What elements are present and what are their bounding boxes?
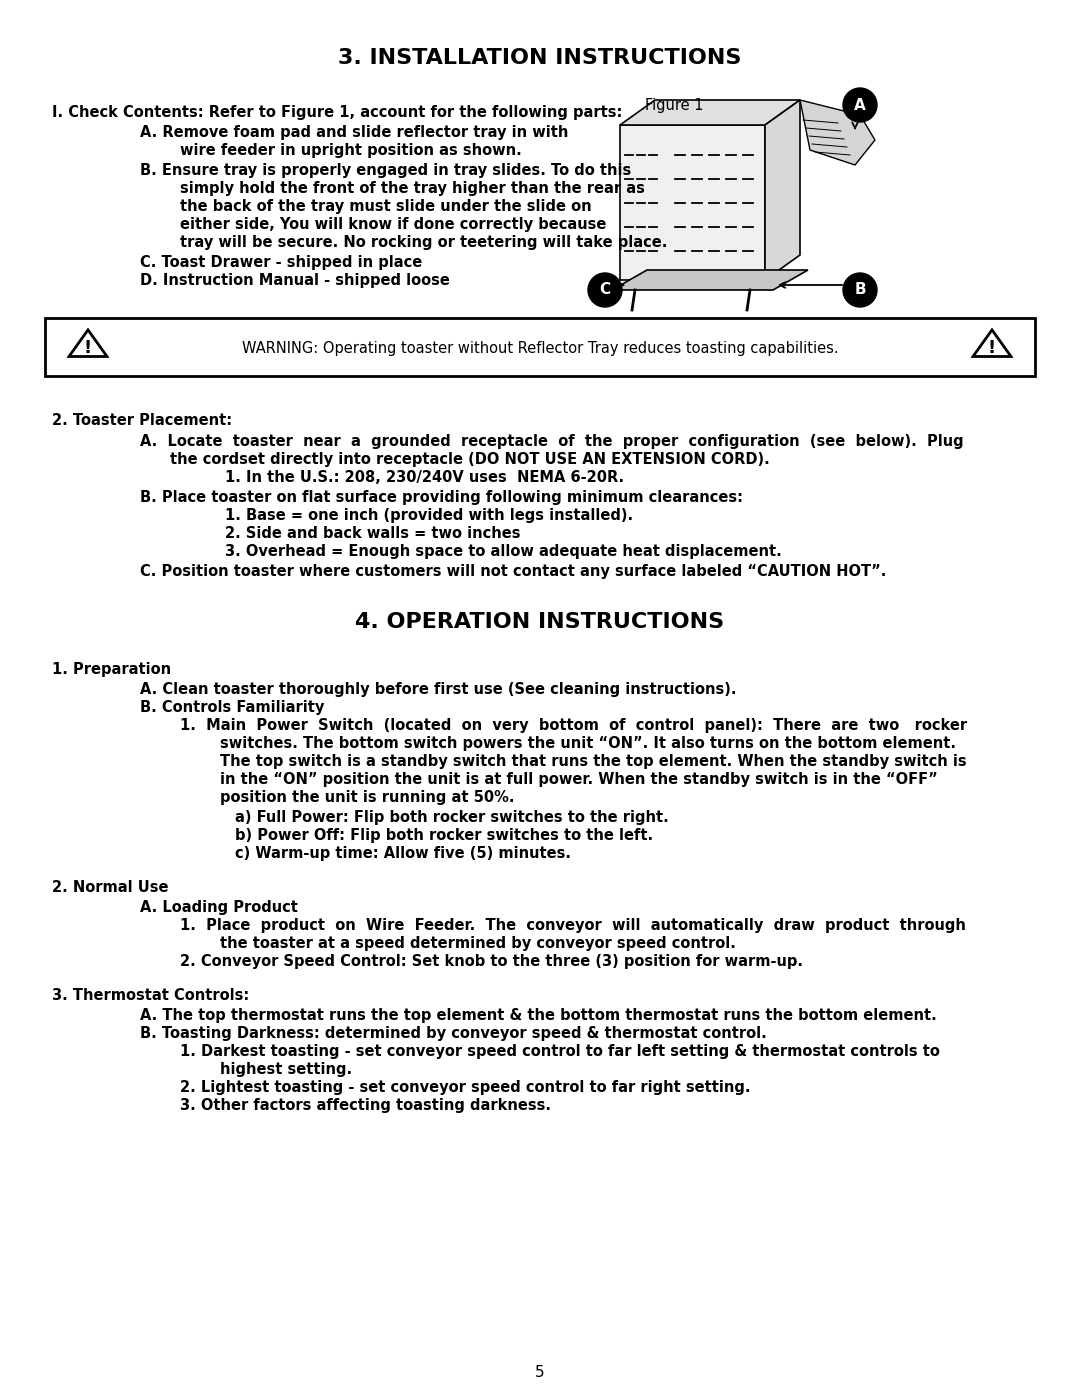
Text: B: B bbox=[854, 282, 866, 298]
Text: A. Clean toaster thoroughly before first use (See cleaning instructions).: A. Clean toaster thoroughly before first… bbox=[140, 682, 737, 697]
Text: WARNING: Operating toaster without Reflector Tray reduces toasting capabilities.: WARNING: Operating toaster without Refle… bbox=[242, 341, 838, 356]
Text: simply hold the front of the tray higher than the rear as: simply hold the front of the tray higher… bbox=[180, 182, 645, 196]
Text: C. Position toaster where customers will not contact any surface labeled “CAUTIO: C. Position toaster where customers will… bbox=[140, 564, 887, 578]
Text: 1. Base = one inch (provided with legs installed).: 1. Base = one inch (provided with legs i… bbox=[225, 509, 633, 522]
Text: B. Toasting Darkness: determined by conveyor speed & thermostat control.: B. Toasting Darkness: determined by conv… bbox=[140, 1025, 767, 1041]
Text: 1.  Place  product  on  Wire  Feeder.  The  conveyor  will  automatically  draw : 1. Place product on Wire Feeder. The con… bbox=[180, 918, 966, 933]
Text: 3. INSTALLATION INSTRUCTIONS: 3. INSTALLATION INSTRUCTIONS bbox=[338, 47, 742, 68]
Text: A: A bbox=[854, 98, 866, 113]
Bar bbox=[620, 124, 765, 279]
Text: Figure 1: Figure 1 bbox=[645, 98, 703, 113]
Text: D. Instruction Manual - shipped loose: D. Instruction Manual - shipped loose bbox=[140, 272, 450, 288]
Text: 3. Overhead = Enough space to allow adequate heat displacement.: 3. Overhead = Enough space to allow adeq… bbox=[225, 543, 782, 559]
Circle shape bbox=[843, 272, 877, 307]
Text: in the “ON” position the unit is at full power. When the standby switch is in th: in the “ON” position the unit is at full… bbox=[220, 773, 937, 787]
Bar bbox=[45, 319, 1035, 376]
Text: 2. Normal Use: 2. Normal Use bbox=[52, 880, 168, 895]
Text: wire feeder in upright position as shown.: wire feeder in upright position as shown… bbox=[180, 142, 522, 158]
Text: 3. Thermostat Controls:: 3. Thermostat Controls: bbox=[52, 988, 249, 1003]
Text: 2. Conveyor Speed Control: Set knob to the three (3) position for warm-up.: 2. Conveyor Speed Control: Set knob to t… bbox=[180, 954, 804, 970]
Polygon shape bbox=[765, 101, 800, 279]
Text: !: ! bbox=[84, 339, 92, 358]
Circle shape bbox=[843, 88, 877, 122]
Text: c) Warm-up time: Allow five (5) minutes.: c) Warm-up time: Allow five (5) minutes. bbox=[235, 847, 571, 861]
Text: either side, You will know if done correctly because: either side, You will know if done corre… bbox=[180, 217, 606, 232]
Text: the back of the tray must slide under the slide on: the back of the tray must slide under th… bbox=[180, 198, 592, 214]
Text: 1. In the U.S.: 208, 230/240V uses  NEMA 6-20R.: 1. In the U.S.: 208, 230/240V uses NEMA … bbox=[225, 469, 624, 485]
Text: the cordset directly into receptacle (DO NOT USE AN EXTENSION CORD).: the cordset directly into receptacle (DO… bbox=[170, 453, 770, 467]
Text: 2. Lightest toasting - set conveyor speed control to far right setting.: 2. Lightest toasting - set conveyor spee… bbox=[180, 1080, 751, 1095]
Text: tray will be secure. No rocking or teetering will take place.: tray will be secure. No rocking or teete… bbox=[180, 235, 667, 250]
Text: position the unit is running at 50%.: position the unit is running at 50%. bbox=[220, 789, 514, 805]
Polygon shape bbox=[69, 330, 107, 356]
Text: 1.  Main  Power  Switch  (located  on  very  bottom  of  control  panel):  There: 1. Main Power Switch (located on very bo… bbox=[180, 718, 967, 733]
Text: 5: 5 bbox=[536, 1365, 544, 1380]
Text: B. Controls Familiarity: B. Controls Familiarity bbox=[140, 700, 324, 715]
Polygon shape bbox=[612, 270, 808, 291]
Text: highest setting.: highest setting. bbox=[220, 1062, 352, 1077]
Circle shape bbox=[588, 272, 622, 307]
Text: A. Loading Product: A. Loading Product bbox=[140, 900, 298, 915]
Polygon shape bbox=[800, 101, 875, 165]
Text: the toaster at a speed determined by conveyor speed control.: the toaster at a speed determined by con… bbox=[220, 936, 735, 951]
Text: 2. Toaster Placement:: 2. Toaster Placement: bbox=[52, 414, 232, 427]
Text: 4. OPERATION INSTRUCTIONS: 4. OPERATION INSTRUCTIONS bbox=[355, 612, 725, 631]
Text: B. Place toaster on flat surface providing following minimum clearances:: B. Place toaster on flat surface providi… bbox=[140, 490, 743, 504]
Text: 1. Preparation: 1. Preparation bbox=[52, 662, 171, 678]
Text: B. Ensure tray is properly engaged in tray slides. To do this: B. Ensure tray is properly engaged in tr… bbox=[140, 163, 631, 177]
Text: a) Full Power: Flip both rocker switches to the right.: a) Full Power: Flip both rocker switches… bbox=[235, 810, 669, 826]
Text: A. Remove foam pad and slide reflector tray in with: A. Remove foam pad and slide reflector t… bbox=[140, 124, 568, 140]
Text: 1. Darkest toasting - set conveyor speed control to far left setting & thermosta: 1. Darkest toasting - set conveyor speed… bbox=[180, 1044, 940, 1059]
Text: 3. Other factors affecting toasting darkness.: 3. Other factors affecting toasting dark… bbox=[180, 1098, 551, 1113]
Polygon shape bbox=[620, 101, 800, 124]
Text: The top switch is a standby switch that runs the top element. When the standby s: The top switch is a standby switch that … bbox=[220, 754, 967, 768]
Text: I. Check Contents: Refer to Figure 1, account for the following parts:: I. Check Contents: Refer to Figure 1, ac… bbox=[52, 105, 622, 120]
Text: switches. The bottom switch powers the unit “ON”. It also turns on the bottom el: switches. The bottom switch powers the u… bbox=[220, 736, 956, 752]
Text: 2. Side and back walls = two inches: 2. Side and back walls = two inches bbox=[225, 527, 521, 541]
Text: !: ! bbox=[988, 339, 996, 358]
Text: C. Toast Drawer - shipped in place: C. Toast Drawer - shipped in place bbox=[140, 256, 422, 270]
Text: A. The top thermostat runs the top element & the bottom thermostat runs the bott: A. The top thermostat runs the top eleme… bbox=[140, 1009, 936, 1023]
Polygon shape bbox=[973, 330, 1011, 356]
Text: A.  Locate  toaster  near  a  grounded  receptacle  of  the  proper  configurati: A. Locate toaster near a grounded recept… bbox=[140, 434, 963, 448]
Text: C: C bbox=[599, 282, 610, 298]
Text: b) Power Off: Flip both rocker switches to the left.: b) Power Off: Flip both rocker switches … bbox=[235, 828, 653, 842]
